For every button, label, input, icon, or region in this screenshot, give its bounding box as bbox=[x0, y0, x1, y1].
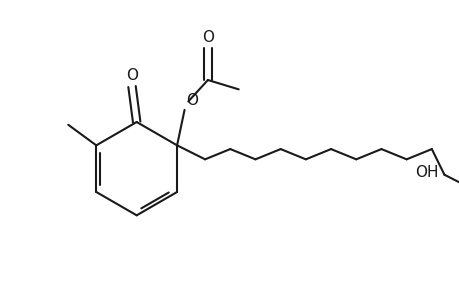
Text: O: O bbox=[126, 68, 138, 83]
Text: O: O bbox=[186, 93, 198, 108]
Text: OH: OH bbox=[414, 165, 438, 180]
Text: O: O bbox=[202, 31, 213, 46]
